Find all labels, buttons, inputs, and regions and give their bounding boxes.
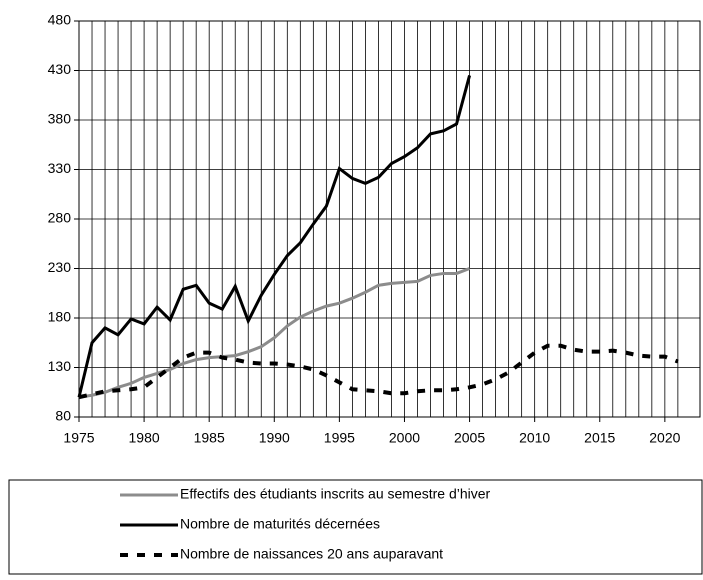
y-tick-label: 380 [48,111,72,127]
x-tick-label: 1980 [129,430,160,446]
x-tick-label: 1985 [194,430,225,446]
y-tick-label: 330 [48,160,72,176]
x-tick-label: 2015 [584,430,615,446]
x-tick-label: 2010 [519,430,550,446]
legend-box [8,479,703,575]
x-tick-label: 2000 [389,430,420,446]
x-tick-label: 2020 [649,430,680,446]
series-line [78,343,679,400]
legend-label: Effectifs des étudiants inscrits au seme… [180,486,491,502]
x-tick-label: 1995 [324,430,355,446]
series-line [77,75,472,398]
legend-label: Nombre de naissances 20 ans auparavant [180,546,443,562]
y-tick-label: 280 [48,210,72,226]
series-line [78,267,471,399]
y-tick-label: 180 [48,309,72,325]
plot-frame [78,20,701,418]
x-tick-label: 1990 [259,430,290,446]
y-tick-label: 80 [55,408,71,424]
legend-label: Nombre de maturités décernées [180,516,380,532]
x-tick-label: 2005 [454,430,485,446]
y-tick-label: 480 [48,12,72,28]
y-tick-label: 430 [48,61,72,77]
x-tick-label: 1975 [63,430,94,446]
y-tick-label: 230 [48,259,72,275]
y-tick-label: 130 [48,358,72,374]
